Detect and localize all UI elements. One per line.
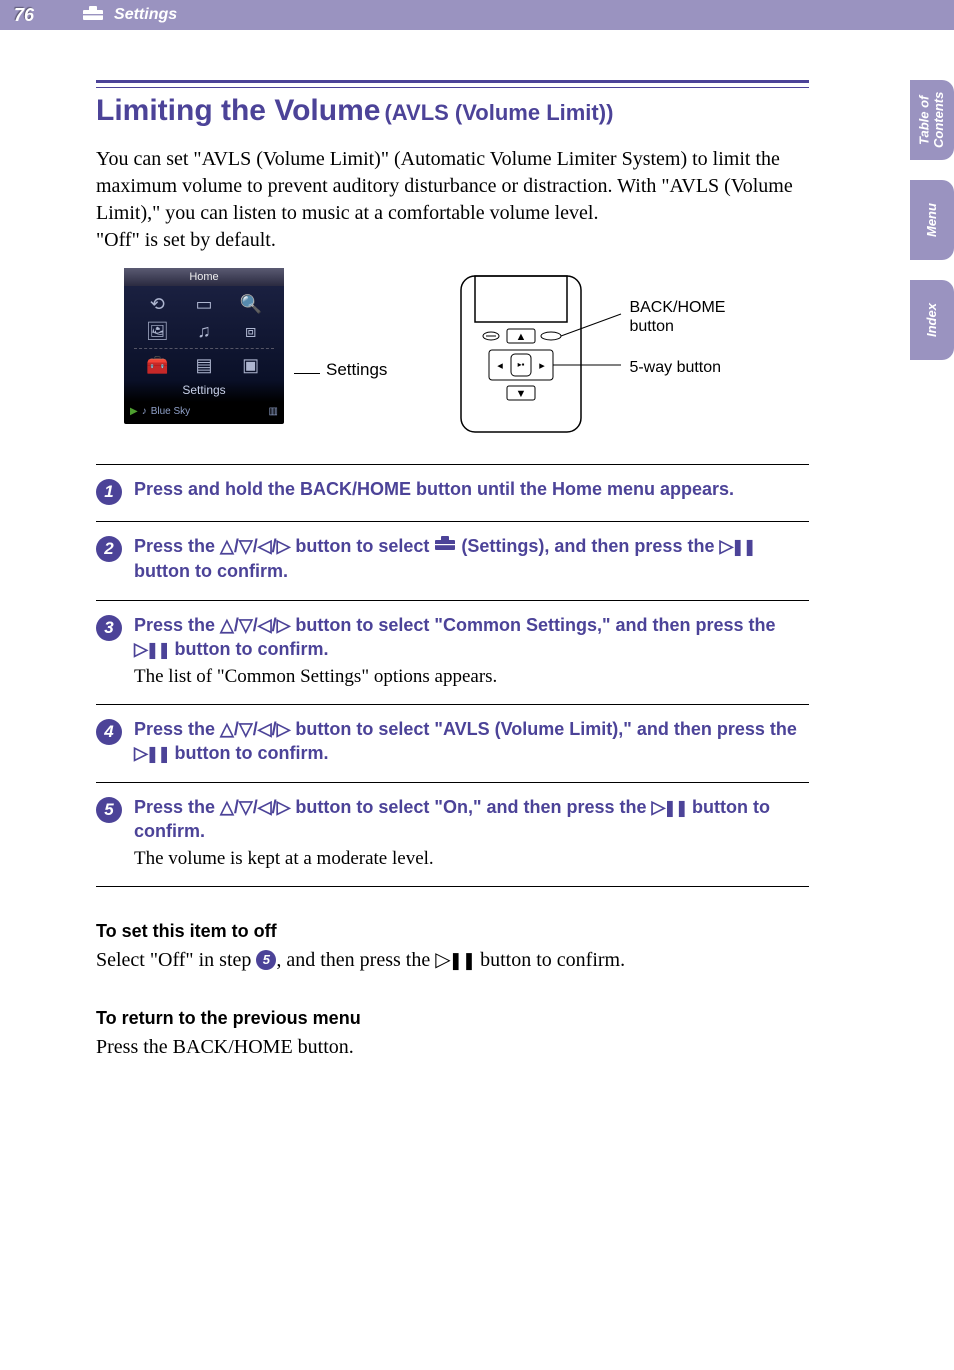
now-playing-title: Blue Sky — [151, 406, 190, 417]
step-instruction: Press the △/▽/◁/▷ button to select (Sett… — [134, 534, 809, 584]
note-body: Press the BACK/HOME button. — [96, 1033, 809, 1061]
step-number: 3 — [96, 615, 122, 641]
svg-text:▸: ▸ — [540, 360, 546, 372]
note-section: To return to the previous menu Press the … — [96, 1008, 809, 1061]
home-icon-grid: ⟲ ▭ 🔍 🖼 ♫ ⧈ 🧰 ▤ ▣ — [124, 286, 284, 380]
step-number: 2 — [96, 536, 122, 562]
svg-text:▲: ▲ — [516, 331, 527, 343]
step: 2 Press the △/▽/◁/▷ button to select (Set… — [96, 521, 809, 600]
device-outline: ▲ ◂ ▸ ▸▪ ▼ — [453, 274, 623, 434]
page-title-sub: (AVLS (Volume Limit)) — [384, 100, 613, 125]
step: 3 Press the △/▽/◁/▷ button to select "Com… — [96, 600, 809, 704]
note-section: To set this item to off Select "Off" in s… — [96, 921, 809, 974]
section-title: Settings — [114, 6, 177, 24]
page-content: Limiting the Volume (AVLS (Volume Limit)… — [0, 30, 954, 1101]
video-icon: ⧈ — [227, 321, 274, 342]
nowplaying-icon: ▣ — [227, 355, 274, 376]
title-rule-thick — [96, 80, 809, 83]
settings-icon: 🧰 — [134, 355, 181, 376]
step-instruction: Press the △/▽/◁/▷ button to select "Comm… — [134, 613, 809, 662]
fiveway-label: 5-way button — [629, 358, 721, 377]
settings-callout: Settings — [326, 360, 387, 380]
page-title-main: Limiting the Volume — [96, 94, 380, 127]
screen-header: Home — [124, 268, 284, 286]
step-number: 5 — [96, 797, 122, 823]
device-screenshot: Home ⟲ ▭ 🔍 🖼 ♫ ⧈ 🧰 ▤ ▣ Settings ▶ ♪ — [124, 268, 284, 424]
device-diagram: ▲ ◂ ▸ ▸▪ ▼ BACK/HOMEbutton 5-way button — [453, 274, 623, 434]
svg-text:▸▪: ▸▪ — [518, 360, 525, 369]
figures-row: Home ⟲ ▭ 🔍 🖼 ♫ ⧈ 🧰 ▤ ▣ Settings ▶ ♪ — [124, 268, 809, 434]
step: 4 Press the △/▽/◁/▷ button to select "AVL… — [96, 704, 809, 782]
note-body: Select "Off" in step 5, and then press t… — [96, 946, 809, 974]
search-icon: 🔍 — [227, 294, 274, 315]
step-number: 1 — [96, 479, 122, 505]
svg-text:▼: ▼ — [516, 388, 527, 400]
step-instruction: Press the △/▽/◁/▷ button to select "AVLS… — [134, 717, 809, 766]
radio-icon: ▭ — [181, 294, 228, 315]
step-detail: The volume is kept at a moderate level. — [134, 848, 809, 870]
steps-list: 1 Press and hold the BACK/HOME button unt… — [96, 464, 809, 886]
step-instruction: Press the △/▽/◁/▷ button to select "On,"… — [134, 795, 809, 844]
playlist-icon: ▤ — [181, 355, 228, 376]
page-header: 76 Settings — [0, 0, 954, 30]
step-instruction: Press and hold the BACK/HOME button unti… — [134, 477, 809, 501]
note-heading: To return to the previous menu — [96, 1008, 809, 1029]
back-home-label: BACK/HOMEbutton — [629, 298, 725, 336]
title-rule-thin: Limiting the Volume (AVLS (Volume Limit)… — [96, 87, 809, 128]
page-number: 76 — [14, 5, 34, 26]
step: 5 Press the △/▽/◁/▷ button to select "On,… — [96, 782, 809, 886]
step: 1 Press and hold the BACK/HOME button unt… — [96, 464, 809, 521]
callout-line — [294, 373, 320, 374]
svg-text:◂: ◂ — [498, 360, 504, 372]
shuffle-icon: ⟲ — [134, 294, 181, 315]
screen-label: Settings — [124, 380, 284, 402]
steps-end-rule — [96, 886, 809, 887]
step-number: 4 — [96, 719, 122, 745]
note-heading: To set this item to off — [96, 921, 809, 942]
now-playing-bar: ▶ ♪ Blue Sky ▥ — [124, 402, 284, 421]
toolbox-icon — [82, 5, 104, 26]
photo-icon: 🖼 — [134, 321, 181, 342]
intro-text: You can set "AVLS (Volume Limit)" (Autom… — [96, 146, 809, 254]
step-detail: The list of "Common Settings" options ap… — [134, 666, 809, 688]
music-icon: ♫ — [181, 321, 228, 342]
